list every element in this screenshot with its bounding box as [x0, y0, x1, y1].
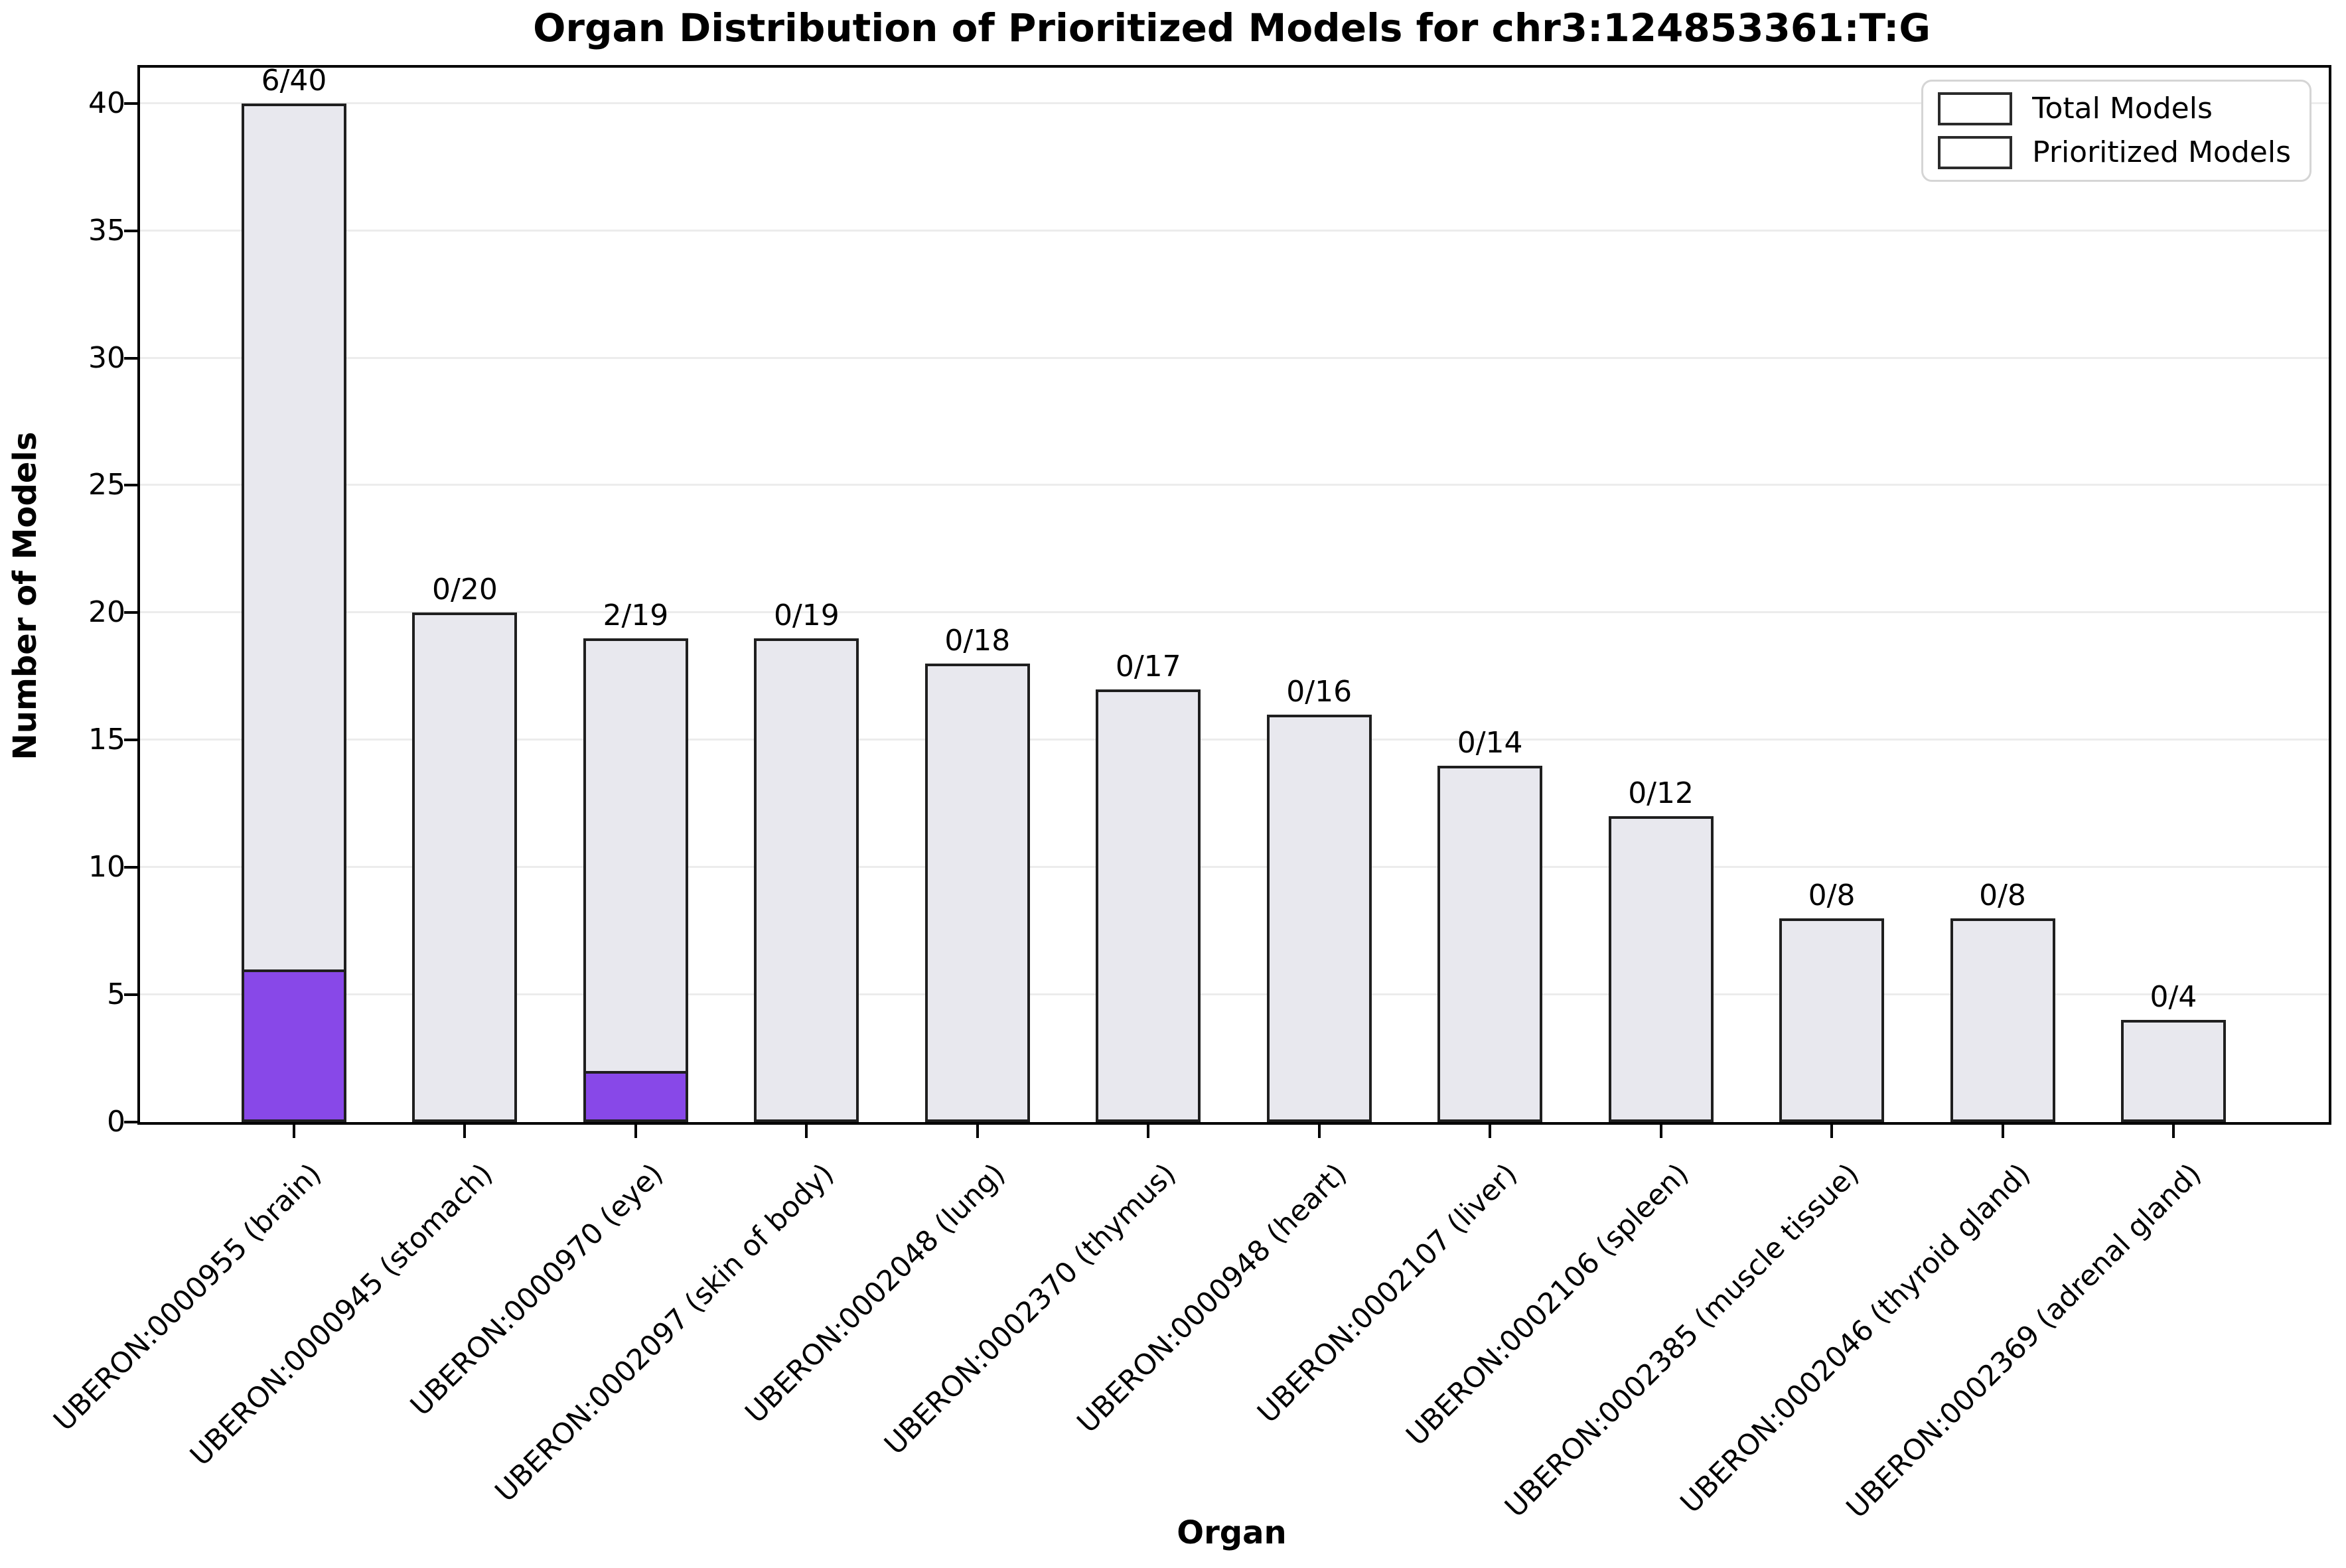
bar-value-label: 0/20 [432, 573, 498, 607]
x-tick-mark [2171, 1125, 2175, 1138]
bar-value-label: 0/16 [1286, 674, 1353, 709]
bar-total [2120, 1020, 2226, 1122]
legend-swatch-prioritized-models [1938, 136, 2013, 169]
x-axis-label: Organ [1177, 1514, 1287, 1551]
legend-entry-prioritized: Prioritized Models [1938, 136, 2291, 169]
legend-label-total-models: Total Models [2032, 92, 2213, 125]
y-axis-label: Number of Models [7, 431, 44, 760]
bar-total [412, 612, 518, 1122]
y-tick-label-40: 40 [88, 86, 125, 120]
bar-total [1779, 918, 1885, 1122]
y-tick-label-0: 0 [107, 1105, 125, 1139]
bar-value-label: 0/4 [2150, 980, 2197, 1015]
y-tick-label-20: 20 [88, 595, 125, 630]
x-tick-label: UBERON:0002046 (thyroid gland) [1674, 1157, 2037, 1520]
bar-total [754, 638, 859, 1122]
x-tick-mark [1489, 1125, 1492, 1138]
y-tick-mark-30 [124, 356, 137, 360]
y-tick-mark-40 [124, 102, 137, 105]
y-tick-label-30: 30 [88, 340, 125, 375]
bar-total [924, 664, 1030, 1122]
gridline-y40 [140, 102, 2329, 104]
x-tick-mark [293, 1125, 295, 1138]
x-tick-mark [463, 1125, 467, 1138]
legend-entry-total: Total Models [1938, 92, 2291, 125]
plot-area: 0 5 10 15 20 25 30 35 40 6/40 UBERON:0000955 (brai… [48, 63, 2331, 1525]
bar-total [1437, 765, 1543, 1122]
x-tick-label: UBERON:0002385 (muscle tissue) [1499, 1157, 1866, 1524]
bar-total [1266, 714, 1372, 1122]
x-tick-label: UBERON:0002369 (adrenal gland) [1840, 1157, 2208, 1525]
y-tick-label-25: 25 [88, 468, 125, 502]
x-tick-label: UBERON:0000955 (brain) [47, 1157, 329, 1438]
bar-value-label: 0/18 [944, 624, 1011, 658]
y-tick-mark-25 [124, 484, 137, 487]
y-tick-label-15: 15 [88, 723, 125, 757]
bar-total [1096, 689, 1201, 1122]
gridline-y5 [140, 993, 2329, 996]
bar-value-label: 6/40 [261, 63, 327, 98]
y-tick-label-10: 10 [88, 850, 125, 885]
legend: Total Models Prioritized Models [1921, 80, 2311, 182]
y-tick-label-35: 35 [88, 213, 125, 248]
bar-total [583, 638, 688, 1122]
bar-value-label: 0/8 [1979, 878, 2026, 912]
legend-swatch-total-models [1938, 92, 2013, 125]
bar-prioritized [583, 1071, 688, 1122]
chart-title: Organ Distribution of Prioritized Models… [533, 5, 1931, 50]
y-tick-mark-15 [124, 739, 137, 742]
bar-value-label: 0/12 [1628, 776, 1694, 811]
x-tick-mark [1317, 1125, 1321, 1138]
bar-value-label: 0/14 [1457, 725, 1523, 760]
x-tick-mark [1659, 1125, 1662, 1138]
bar-value-label: 2/19 [603, 598, 669, 632]
gridline-y25 [140, 484, 2329, 486]
x-tick-label: UBERON:0002370 (thymus) [878, 1157, 1183, 1462]
y-tick-mark-0 [124, 1121, 137, 1123]
bar-value-label: 0/19 [773, 598, 840, 632]
bar-total [242, 103, 346, 1122]
y-tick-mark-5 [124, 993, 137, 997]
x-tick-mark [1830, 1125, 1834, 1138]
x-tick-mark [1147, 1125, 1150, 1138]
gridline-y20 [140, 611, 2329, 614]
x-tick-label: UBERON:0000948 (heart) [1070, 1157, 1354, 1440]
x-tick-mark [976, 1125, 979, 1138]
y-tick-mark-20 [124, 611, 137, 614]
gridline-y15 [140, 739, 2329, 741]
bar-total [1950, 918, 2055, 1122]
gridline-y10 [140, 866, 2329, 869]
y-tick-label-5: 5 [107, 977, 125, 1012]
bar-value-label: 0/8 [1808, 878, 1856, 912]
x-tick-label: UBERON:0002097 (skin of body) [489, 1157, 841, 1509]
x-tick-mark [634, 1125, 637, 1138]
bar-value-label: 0/17 [1115, 649, 1181, 683]
x-tick-mark [805, 1125, 808, 1138]
legend-label-prioritized-models: Prioritized Models [2032, 135, 2291, 169]
x-tick-label: UBERON:0000945 (stomach) [183, 1157, 499, 1473]
bar-total [1608, 816, 1714, 1122]
bar-prioritized [242, 969, 346, 1122]
gridline-y35 [140, 229, 2329, 232]
gridline-y30 [140, 356, 2329, 359]
x-tick-label: UBERON:0002106 (spleen) [1400, 1157, 1695, 1453]
y-tick-mark-10 [124, 866, 137, 869]
x-tick-mark [2001, 1125, 2004, 1138]
y-tick-mark-35 [124, 229, 137, 232]
